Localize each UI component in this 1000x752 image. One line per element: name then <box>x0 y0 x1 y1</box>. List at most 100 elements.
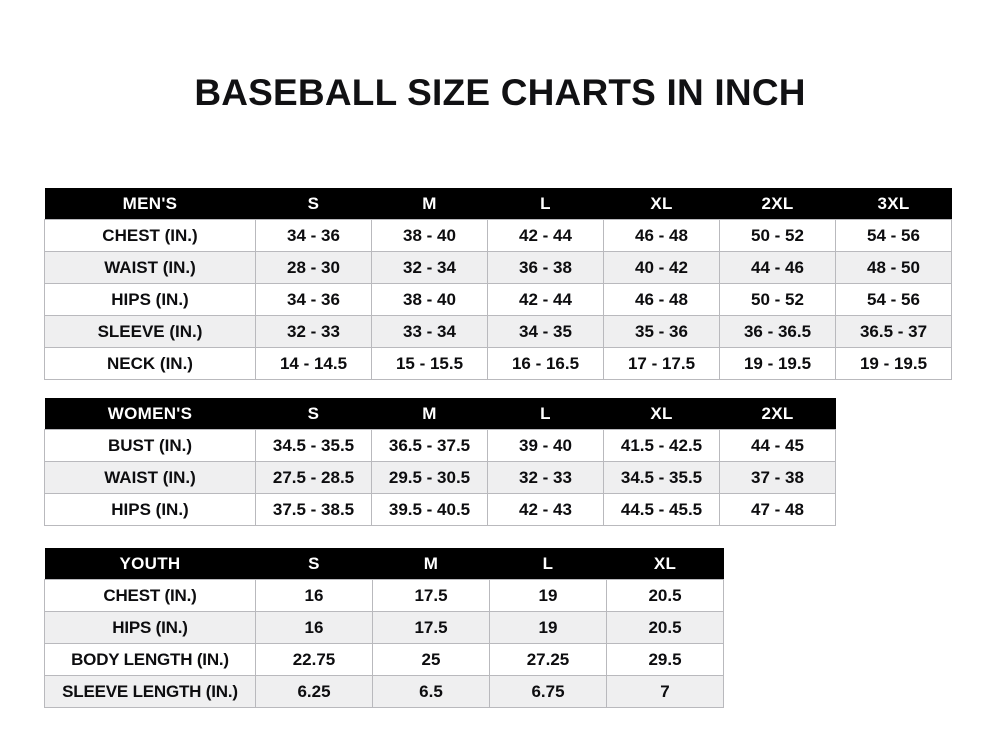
size-header-m: M <box>371 398 488 430</box>
size-header-l: L <box>487 188 604 220</box>
table-row: CHEST (IN.) 16 17.5 19 20.5 <box>44 579 724 612</box>
youth-table-body: CHEST (IN.) 16 17.5 19 20.5 HIPS (IN.) 16 17.5 1… <box>44 579 724 708</box>
measurement-value: 38 - 40 <box>371 283 488 316</box>
measurement-value: 7 <box>606 675 724 708</box>
measurement-value: 19 - 19.5 <box>835 347 952 380</box>
measurement-label: HIPS (IN.) <box>44 611 256 644</box>
table-row: BUST (IN.) 34.5 - 35.5 36.5 - 37.5 39 - 40 4… <box>44 429 836 462</box>
table-row: SLEEVE (IN.) 32 - 33 33 - 34 34 - 35 35 - 36… <box>44 315 952 348</box>
youth-table-head: YOUTH S M L XL <box>44 548 724 580</box>
measurement-value: 44 - 45 <box>719 429 836 462</box>
measurement-value: 17 - 17.5 <box>603 347 720 380</box>
table-row: NECK (IN.) 14 - 14.5 15 - 15.5 16 - 16.5 17 … <box>44 347 952 380</box>
measurement-value: 40 - 42 <box>603 251 720 284</box>
measurement-label: NECK (IN.) <box>44 347 256 380</box>
measurement-value: 16 <box>255 579 373 612</box>
womens-size-table: WOMEN'S S M L XL 2XL BUST (IN.) 34.5 - 35.5 36.… <box>44 398 836 526</box>
measurement-value: 34.5 - 35.5 <box>603 461 720 494</box>
table-row: CHEST (IN.) 34 - 36 38 - 40 42 - 44 46 - 48 5… <box>44 219 952 252</box>
measurement-value: 39.5 - 40.5 <box>371 493 488 526</box>
measurement-value: 16 - 16.5 <box>487 347 604 380</box>
measurement-value: 36.5 - 37 <box>835 315 952 348</box>
youth-size-table: YOUTH S M L XL CHEST (IN.) 16 17.5 19 20.5 HIPS (… <box>44 548 724 708</box>
measurement-value: 38 - 40 <box>371 219 488 252</box>
measurement-value: 42 - 44 <box>487 219 604 252</box>
table-row: WAIST (IN.) 27.5 - 28.5 29.5 - 30.5 32 - 33… <box>44 461 836 494</box>
measurement-label: CHEST (IN.) <box>44 579 256 612</box>
measurement-value: 44.5 - 45.5 <box>603 493 720 526</box>
size-header-s: S <box>255 398 372 430</box>
measurement-value: 28 - 30 <box>255 251 372 284</box>
size-header-xl: XL <box>606 548 724 580</box>
measurement-label: HIPS (IN.) <box>44 493 256 526</box>
size-header-l: L <box>487 398 604 430</box>
measurement-value: 36.5 - 37.5 <box>371 429 488 462</box>
size-header-3xl: 3XL <box>835 188 952 220</box>
measurement-value: 36 - 36.5 <box>719 315 836 348</box>
measurement-value: 34 - 35 <box>487 315 604 348</box>
womens-table-body: BUST (IN.) 34.5 - 35.5 36.5 - 37.5 39 - 40 4… <box>44 429 836 526</box>
measurement-value: 39 - 40 <box>487 429 604 462</box>
measurement-value: 32 - 33 <box>255 315 372 348</box>
measurement-value: 25 <box>372 643 490 676</box>
measurement-value: 54 - 56 <box>835 219 952 252</box>
measurement-value: 6.5 <box>372 675 490 708</box>
measurement-value: 47 - 48 <box>719 493 836 526</box>
measurement-value: 19 <box>489 611 607 644</box>
measurement-value: 50 - 52 <box>719 283 836 316</box>
measurement-value: 34.5 - 35.5 <box>255 429 372 462</box>
table-row: BODY LENGTH (IN.) 22.75 25 27.25 29.5 <box>44 643 724 676</box>
mens-table-body: CHEST (IN.) 34 - 36 38 - 40 42 - 44 46 - 48 5… <box>44 219 952 380</box>
measurement-value: 19 <box>489 579 607 612</box>
size-header-m: M <box>371 188 488 220</box>
measurement-value: 34 - 36 <box>255 219 372 252</box>
measurement-value: 16 <box>255 611 373 644</box>
measurement-value: 46 - 48 <box>603 219 720 252</box>
mens-header-row: MEN'S S M L XL 2XL 3XL <box>44 188 952 220</box>
table-category-header: YOUTH <box>44 548 256 580</box>
table-row: HIPS (IN.) 37.5 - 38.5 39.5 - 40.5 42 - 43 4… <box>44 493 836 526</box>
measurement-value: 22.75 <box>255 643 373 676</box>
measurement-value: 19 - 19.5 <box>719 347 836 380</box>
size-header-s: S <box>255 188 372 220</box>
measurement-label: WAIST (IN.) <box>44 461 256 494</box>
measurement-value: 32 - 34 <box>371 251 488 284</box>
measurement-value: 20.5 <box>606 611 724 644</box>
measurement-label: BODY LENGTH (IN.) <box>44 643 256 676</box>
measurement-value: 37.5 - 38.5 <box>255 493 372 526</box>
measurement-value: 41.5 - 42.5 <box>603 429 720 462</box>
measurement-value: 44 - 46 <box>719 251 836 284</box>
measurement-value: 36 - 38 <box>487 251 604 284</box>
measurement-label: SLEEVE LENGTH (IN.) <box>44 675 256 708</box>
measurement-value: 48 - 50 <box>835 251 952 284</box>
measurement-value: 54 - 56 <box>835 283 952 316</box>
womens-table-head: WOMEN'S S M L XL 2XL <box>44 398 836 430</box>
measurement-value: 33 - 34 <box>371 315 488 348</box>
size-header-2xl: 2XL <box>719 398 836 430</box>
measurement-value: 6.75 <box>489 675 607 708</box>
size-header-xl: XL <box>603 188 720 220</box>
measurement-value: 29.5 - 30.5 <box>371 461 488 494</box>
table-row: HIPS (IN.) 34 - 36 38 - 40 42 - 44 46 - 48 50… <box>44 283 952 316</box>
table-category-header: WOMEN'S <box>44 398 256 430</box>
size-header-xl: XL <box>603 398 720 430</box>
table-row: HIPS (IN.) 16 17.5 19 20.5 <box>44 611 724 644</box>
measurement-value: 14 - 14.5 <box>255 347 372 380</box>
size-header-l: L <box>489 548 607 580</box>
measurement-value: 46 - 48 <box>603 283 720 316</box>
table-row: WAIST (IN.) 28 - 30 32 - 34 36 - 38 40 - 42 4… <box>44 251 952 284</box>
size-header-m: M <box>372 548 490 580</box>
page-title: BASEBALL SIZE CHARTS IN INCH <box>194 72 806 113</box>
mens-size-table: MEN'S S M L XL 2XL 3XL CHEST (IN.) 34 - 36 38 - … <box>44 188 952 380</box>
table-category-header: MEN'S <box>44 188 256 220</box>
womens-header-row: WOMEN'S S M L XL 2XL <box>44 398 836 430</box>
mens-table-head: MEN'S S M L XL 2XL 3XL <box>44 188 952 220</box>
measurement-value: 32 - 33 <box>487 461 604 494</box>
measurement-value: 35 - 36 <box>603 315 720 348</box>
measurement-label: CHEST (IN.) <box>44 219 256 252</box>
measurement-value: 37 - 38 <box>719 461 836 494</box>
measurement-value: 29.5 <box>606 643 724 676</box>
measurement-value: 6.25 <box>255 675 373 708</box>
measurement-value: 42 - 44 <box>487 283 604 316</box>
